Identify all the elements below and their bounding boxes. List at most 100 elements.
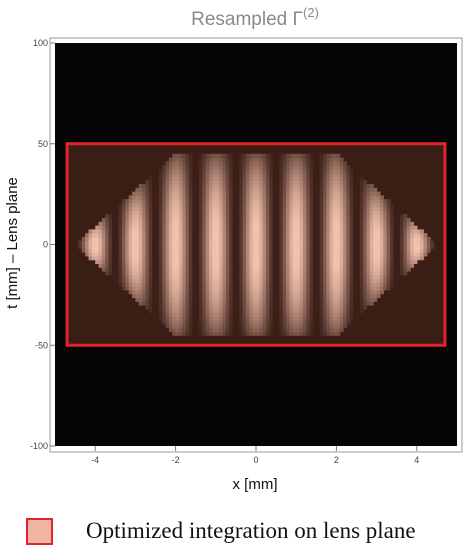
heatmap-cell <box>356 267 361 272</box>
heatmap-cell <box>276 289 281 295</box>
heatmap-cell <box>309 267 314 272</box>
heatmap-cell <box>386 206 391 212</box>
heatmap-cell <box>292 229 297 234</box>
heatmap-cell <box>155 312 160 317</box>
heatmap-cell <box>132 244 136 249</box>
heatmap-cell <box>259 214 264 219</box>
heatmap-cell <box>212 293 217 298</box>
heatmap-cell <box>343 244 348 249</box>
heatmap-cell <box>88 229 93 234</box>
heatmap-cell <box>202 297 207 302</box>
heatmap-cell <box>299 210 304 215</box>
heatmap-cell <box>286 270 291 276</box>
heatmap-cell <box>326 229 331 234</box>
heatmap-cell <box>390 282 394 287</box>
heatmap-cell <box>192 289 197 295</box>
heatmap-cell <box>359 210 364 215</box>
heatmap-cell <box>209 263 214 268</box>
heatmap-cell <box>289 263 294 268</box>
heatmap-cell <box>319 248 324 253</box>
heatmap-cell <box>219 229 224 234</box>
heatmap-cell <box>403 240 408 246</box>
heatmap-cell <box>309 289 314 295</box>
heatmap-cell <box>306 331 311 336</box>
heatmap-cell <box>205 199 210 204</box>
heatmap-cell <box>128 229 133 234</box>
heatmap-cell <box>289 187 294 193</box>
heatmap-cell <box>195 278 200 283</box>
heatmap-cell <box>199 304 203 310</box>
heatmap-cell <box>302 248 307 253</box>
heatmap-cell <box>152 214 157 219</box>
heatmap-cell <box>316 297 321 302</box>
heatmap-cell <box>105 259 110 264</box>
heatmap-cell <box>219 221 224 227</box>
heatmap-cell <box>286 191 291 196</box>
heatmap-cell <box>209 229 214 234</box>
heatmap-cell <box>165 252 170 257</box>
heatmap-cell <box>108 229 113 234</box>
heatmap-cell <box>289 225 294 230</box>
heatmap-cell <box>215 323 220 329</box>
heatmap-cell <box>323 263 327 268</box>
heatmap-cell <box>366 221 371 227</box>
heatmap-cell <box>245 327 250 332</box>
heatmap-cell <box>346 187 351 193</box>
heatmap-cell <box>299 312 304 317</box>
heatmap-cell <box>373 282 378 287</box>
heatmap-cell <box>266 153 270 159</box>
heatmap-cell <box>142 221 147 227</box>
heatmap-cell <box>266 327 270 332</box>
heatmap-cell <box>276 240 281 246</box>
heatmap-cell <box>339 282 344 287</box>
heatmap-cell <box>252 236 257 242</box>
heatmap-cell <box>232 233 237 238</box>
heatmap-cell <box>132 191 136 196</box>
heatmap-cell <box>376 199 381 204</box>
heatmap-cell <box>286 187 291 193</box>
heatmap-cell <box>222 221 227 227</box>
heatmap-cell <box>155 195 160 200</box>
heatmap-cell <box>349 255 354 261</box>
heatmap-cell <box>229 195 234 200</box>
heatmap-cell <box>353 289 358 295</box>
heatmap-cell <box>215 308 220 314</box>
heatmap-cell <box>215 229 220 234</box>
heatmap-cell <box>239 199 244 204</box>
heatmap-cell <box>108 218 113 223</box>
heatmap-cell <box>266 320 270 325</box>
heatmap-cell <box>413 259 418 264</box>
heatmap-cell <box>346 304 351 310</box>
heatmap-cell <box>209 195 214 200</box>
heatmap-cell <box>312 191 317 196</box>
heatmap-cell <box>259 233 264 238</box>
heatmap-cell <box>125 270 130 276</box>
heatmap-cell <box>168 157 173 162</box>
heatmap-cell <box>299 327 304 332</box>
heatmap-cell <box>182 297 187 302</box>
heatmap-cell <box>302 184 307 189</box>
heatmap-cell <box>122 233 126 238</box>
heatmap-cell <box>272 221 277 227</box>
heatmap-cell <box>276 218 281 223</box>
heatmap-cell <box>195 172 200 178</box>
heatmap-cell <box>205 282 210 287</box>
heatmap-cell <box>286 304 291 310</box>
heatmap-cell <box>239 161 244 166</box>
heatmap-cell <box>195 248 200 253</box>
heatmap-cell <box>205 225 210 230</box>
heatmap-cell <box>383 240 388 246</box>
heatmap-cell <box>312 282 317 287</box>
heatmap-cell <box>178 191 183 196</box>
heatmap-cell <box>152 202 157 208</box>
heatmap-cell <box>286 202 291 208</box>
heatmap-cell <box>369 282 374 287</box>
heatmap-cell <box>142 244 147 249</box>
heatmap-cell <box>279 218 284 223</box>
heatmap-cell <box>152 289 157 295</box>
heatmap-cell <box>309 282 314 287</box>
heatmap-cell <box>115 278 120 283</box>
heatmap-cell <box>135 206 140 212</box>
heatmap-cell <box>222 263 227 268</box>
heatmap-cell <box>306 187 311 193</box>
